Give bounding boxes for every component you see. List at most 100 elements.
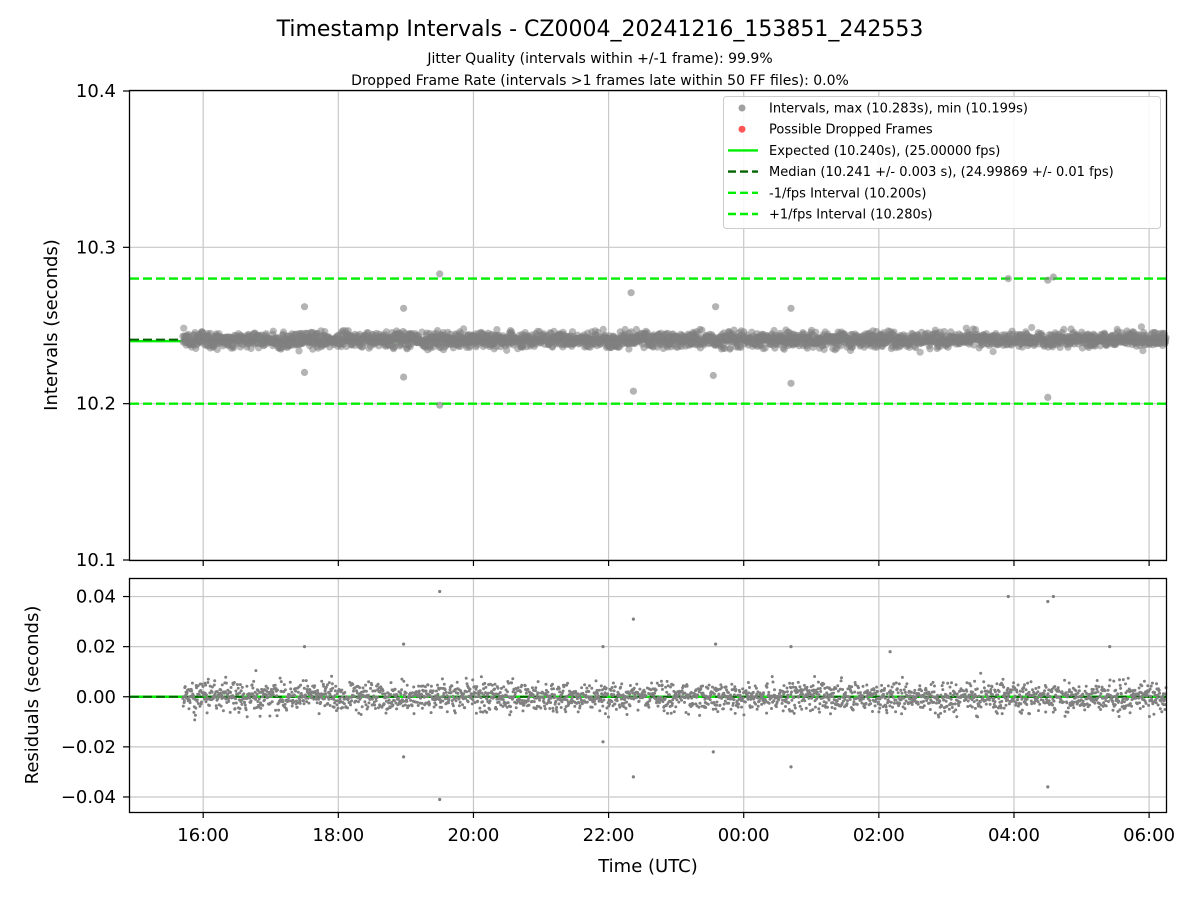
residual-point <box>338 697 342 700</box>
residual-point <box>833 707 837 711</box>
residual-point <box>281 700 285 704</box>
residual-point <box>219 688 223 692</box>
residual-point <box>1036 700 1040 704</box>
residual-point <box>188 701 192 705</box>
residual-point <box>966 705 970 708</box>
residual-point <box>1029 680 1033 684</box>
residual-point <box>515 701 519 705</box>
residual-point <box>478 691 481 695</box>
residual-point <box>871 710 874 713</box>
residual-point <box>889 689 893 693</box>
residual-point <box>317 712 321 716</box>
residual-point <box>660 683 664 687</box>
interval-outlier-point <box>1004 275 1012 283</box>
residual-point <box>296 701 300 705</box>
residual-point <box>993 690 997 694</box>
residual-point <box>900 675 904 679</box>
residual-point <box>205 711 209 715</box>
residual-point <box>1012 681 1016 685</box>
residual-point <box>891 705 894 709</box>
residual-point <box>706 702 710 706</box>
residual-point <box>578 704 582 708</box>
residual-point <box>356 700 360 704</box>
interval-outlier-point <box>300 368 309 376</box>
residual-point <box>501 698 505 702</box>
residual-point <box>462 692 466 696</box>
residual-point <box>364 703 368 707</box>
residual-point <box>765 682 769 686</box>
residual-point <box>612 693 616 697</box>
residual-point <box>807 696 811 700</box>
residual-point <box>781 709 785 713</box>
residual-point <box>224 681 228 685</box>
residual-point <box>509 705 512 709</box>
residual-point <box>602 698 606 702</box>
residual-point <box>289 687 293 691</box>
residual-point <box>359 713 363 716</box>
residual-point <box>905 682 909 686</box>
residual-point <box>738 690 742 694</box>
residual-point <box>699 687 703 691</box>
residual-point <box>746 697 750 701</box>
residual-point <box>258 691 262 694</box>
residual-point <box>440 705 444 709</box>
residual-point <box>589 695 593 699</box>
residual-point <box>897 682 901 686</box>
residual-point <box>807 689 811 693</box>
residual-point <box>447 701 450 705</box>
residual-point <box>1034 687 1038 690</box>
interval-point <box>890 328 898 336</box>
residual-point <box>919 705 922 709</box>
interval-point <box>1060 325 1068 333</box>
residual-point <box>355 691 359 695</box>
residual-point <box>831 701 835 705</box>
residual-point <box>722 691 726 695</box>
residual-point <box>899 688 903 692</box>
residual-point <box>548 707 552 710</box>
residual-point <box>340 688 344 692</box>
residual-point <box>906 694 910 698</box>
residual-point <box>643 690 647 694</box>
residual-point <box>659 695 663 699</box>
residual-point <box>511 677 515 681</box>
residual-point <box>420 692 424 696</box>
residual-point <box>190 681 194 685</box>
residual-point <box>304 696 308 700</box>
residual-point <box>877 710 881 714</box>
residual-point <box>402 679 406 683</box>
residual-point <box>372 694 376 698</box>
residual-point <box>808 709 812 713</box>
residual-point <box>347 696 351 700</box>
residual-point <box>595 688 599 692</box>
residual-point <box>265 689 269 693</box>
residual-point <box>1022 685 1026 689</box>
residual-point <box>822 682 826 686</box>
residual-point <box>857 686 860 690</box>
residual-point <box>195 686 198 690</box>
residual-point <box>543 704 546 708</box>
residual-point <box>789 693 793 696</box>
residual-point <box>465 682 469 686</box>
residual-point <box>638 687 642 691</box>
residual-point <box>736 705 740 709</box>
residual-point <box>505 694 509 698</box>
residual-point <box>330 674 334 678</box>
residual-point <box>979 671 983 675</box>
residual-point <box>499 703 503 707</box>
residuals-panel: 0.040.020.00−0.02−0.04 16:00 18:00 20:00 22… <box>22 577 1175 846</box>
residual-point <box>382 702 386 706</box>
interval-point <box>1137 323 1145 331</box>
residual-point <box>364 689 368 693</box>
residual-point <box>340 695 344 699</box>
intervals-panel: 10.110.210.310.4 Intervals (seconds) Int… <box>41 81 1170 571</box>
residual-point <box>471 678 475 682</box>
residual-point <box>850 691 854 695</box>
residual-point <box>403 695 407 699</box>
residual-point <box>978 700 982 704</box>
residual-point <box>534 689 537 693</box>
residual-point <box>628 704 632 708</box>
residual-point <box>1051 710 1055 714</box>
residual-point <box>451 704 455 708</box>
residual-point <box>395 693 399 697</box>
residual-point <box>636 708 640 712</box>
